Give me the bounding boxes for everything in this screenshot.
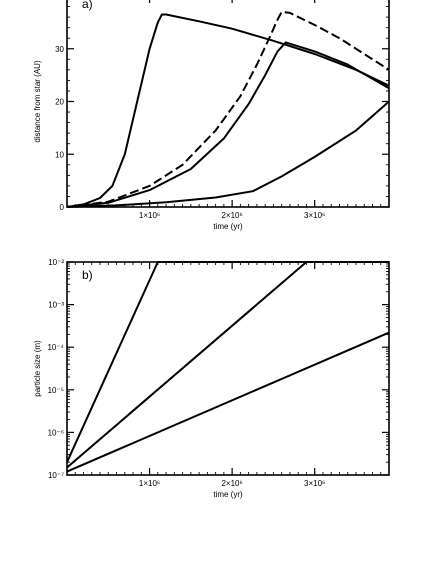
panel-b-y-tick-label: 10⁻⁷: [48, 471, 64, 480]
panel-b-y-tick-label: 10⁻⁴: [47, 343, 64, 352]
panel-a-y-tick-label: 40: [55, 0, 64, 1]
panel-a-y-tick-label: 30: [55, 45, 64, 54]
panel-b-x-tick-label: 1×10⁶: [139, 479, 160, 488]
panel-b-y-tick-label: 10⁻³: [48, 301, 64, 310]
panel-b-frame: [66, 261, 390, 476]
panel-b-y-tick-label: 10⁻²: [48, 258, 64, 267]
panel-b-y-tick-label: 10⁻⁵: [48, 386, 64, 395]
panel-a-y-tick-label: 20: [55, 98, 64, 107]
panel-b-series-3-line: [66, 331, 390, 473]
panel-a-y-tick-label: 10: [55, 150, 64, 159]
panel-a-series-4-line: [66, 100, 390, 208]
panel-a-x-axis-title: time (yr): [213, 222, 243, 231]
panel-b-panel-label: b): [82, 268, 93, 282]
panel-b-series-1-line: [66, 261, 389, 463]
panel-b-y-axis-title: particle size (m): [33, 340, 42, 397]
panel-b-x-axis-title: time (yr): [213, 490, 243, 499]
panel-b-x-tick-label: 2×10⁶: [221, 479, 242, 488]
panel-a-panel-label: a): [82, 0, 93, 11]
panel-a-x-tick-label: 3×10⁶: [304, 211, 325, 220]
panel-b-y-tick-label: 10⁻⁶: [48, 428, 64, 437]
panel-a-series-2-line: [66, 10, 390, 208]
panel-a-x-tick-label: 1×10⁶: [139, 211, 160, 220]
panel-b-x-tick-label: 3×10⁶: [304, 479, 325, 488]
panel-a-series-1-line: [66, 13, 390, 208]
panel-a-y-axis-title: distance from star (AU): [33, 60, 42, 143]
panel-a-series-3-line: [66, 41, 390, 208]
panel-b-series-2-line: [66, 261, 308, 469]
panel-a-x-tick-label: 2×10⁶: [221, 211, 242, 220]
panel-a-y-tick-label: 0: [60, 203, 65, 212]
